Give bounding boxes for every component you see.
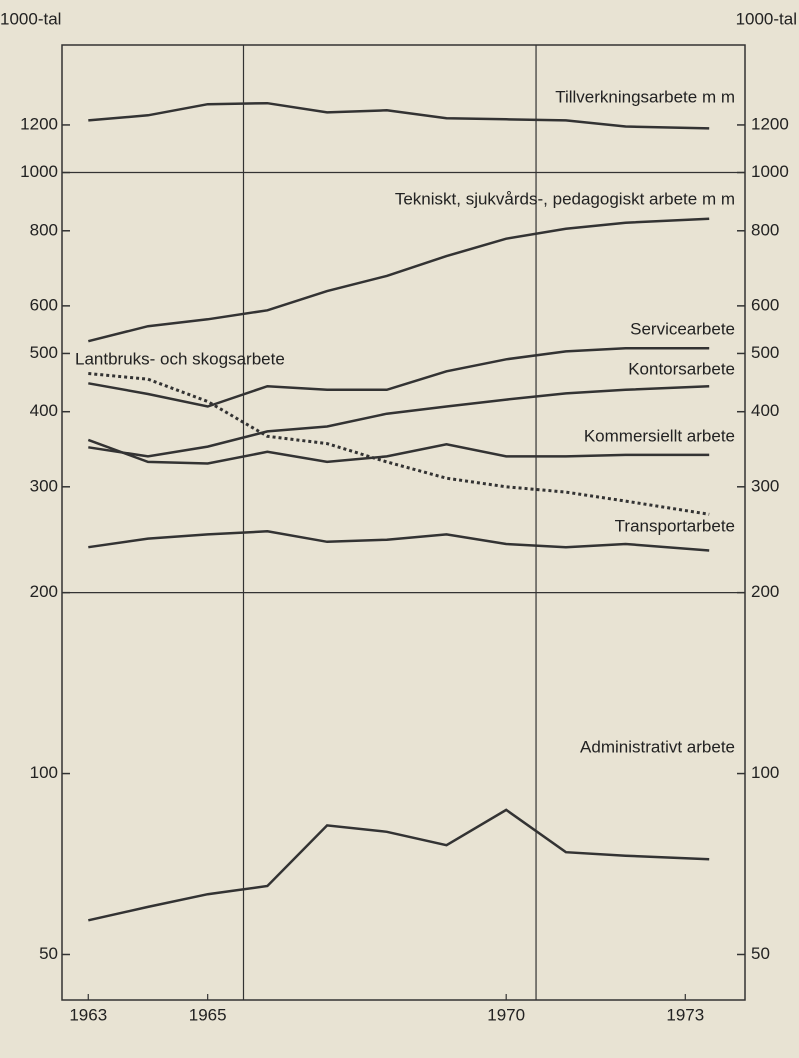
series-line bbox=[88, 530, 710, 552]
series-line bbox=[88, 808, 710, 922]
y-tick-label: 500 bbox=[30, 343, 58, 362]
y-tick-label: 1000 bbox=[20, 162, 58, 181]
x-tick-label: 1973 bbox=[666, 1005, 704, 1024]
y-tick-label-right: 500 bbox=[751, 343, 779, 362]
y-tick-label-right: 1000 bbox=[751, 162, 789, 181]
y-tick-label: 50 bbox=[39, 944, 58, 963]
y-tick-label: 400 bbox=[30, 401, 58, 420]
series-label: Kommersiellt arbete bbox=[584, 426, 735, 445]
y-tick-label: 800 bbox=[30, 220, 58, 239]
series-line bbox=[88, 372, 710, 516]
y-tick-label-right: 200 bbox=[751, 582, 779, 601]
y-tick-label-right: 100 bbox=[751, 763, 779, 782]
x-tick-label: 1965 bbox=[189, 1005, 227, 1024]
series-label: Kontorsarbete bbox=[628, 359, 735, 378]
series-line bbox=[88, 347, 710, 408]
y-tick-label-right: 1200 bbox=[751, 114, 789, 133]
series-label: Servicearbete bbox=[630, 319, 735, 338]
y-tick-label: 600 bbox=[30, 295, 58, 314]
x-tick-label: 1970 bbox=[487, 1005, 525, 1024]
series-label: Tekniskt, sjukvårds-, pedagogiskt arbete… bbox=[395, 189, 735, 208]
y-tick-label-right: 800 bbox=[751, 220, 779, 239]
y-tick-label-right: 300 bbox=[751, 476, 779, 495]
series-label: Lantbruks- och skogsarbete bbox=[75, 349, 285, 368]
y-tick-label: 300 bbox=[30, 476, 58, 495]
series-line bbox=[87, 217, 710, 343]
y-tick-label: 1200 bbox=[20, 114, 58, 133]
plot-frame bbox=[61, 44, 746, 1001]
y-tick-label-right: 400 bbox=[751, 401, 779, 420]
y-unit-left: 1000-tal bbox=[0, 9, 61, 28]
y-tick-label: 100 bbox=[30, 763, 58, 782]
x-tick-label: 1963 bbox=[69, 1005, 107, 1024]
series-line bbox=[88, 384, 710, 458]
y-tick-label: 200 bbox=[30, 582, 58, 601]
series-line bbox=[87, 438, 710, 465]
y-unit-right: 1000-tal bbox=[736, 9, 797, 28]
y-tick-label-right: 50 bbox=[751, 944, 770, 963]
y-tick-label-right: 600 bbox=[751, 295, 779, 314]
series-label: Transportarbete bbox=[615, 516, 735, 535]
series-label: Administrativt arbete bbox=[580, 737, 735, 756]
series-line bbox=[88, 101, 710, 130]
series-label: Tillverkningsarbete m m bbox=[555, 87, 735, 106]
